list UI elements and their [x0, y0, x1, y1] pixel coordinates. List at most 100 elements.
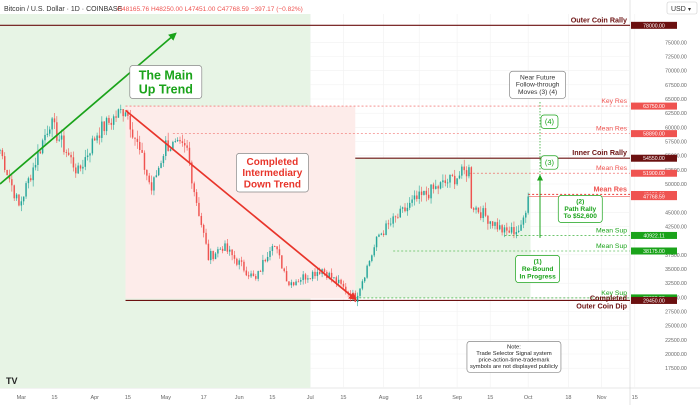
candle-body	[96, 135, 98, 141]
candle-body	[153, 177, 155, 191]
candle-body	[108, 117, 110, 123]
chevron-down-icon: ▾	[688, 7, 691, 13]
price-badge-label: 54550.00	[643, 156, 665, 162]
candle-body	[423, 190, 425, 195]
candle-body	[89, 153, 91, 156]
shaded-regions	[0, 14, 531, 388]
candle-body	[278, 249, 281, 256]
candle-body	[82, 166, 84, 169]
candle-body	[401, 207, 404, 209]
x-tick-label: Apr	[90, 395, 99, 401]
candle-body	[250, 273, 252, 277]
candle-body	[432, 184, 435, 189]
x-tick-label: Mar	[17, 395, 27, 401]
price-axis-panel[interactable]	[630, 0, 700, 405]
annotation-note: Note: Trade Selector Signal system price-a…	[466, 340, 562, 373]
candle-body	[456, 178, 458, 185]
tradingview-logo: TV	[6, 376, 18, 386]
candle-body	[437, 186, 439, 189]
candle-body	[134, 137, 136, 139]
candle-body	[451, 174, 454, 176]
candle-body	[179, 139, 181, 142]
x-tick-label: 16	[416, 395, 422, 401]
candle-body	[314, 271, 316, 277]
candle-body	[105, 117, 108, 132]
candle-body	[221, 248, 224, 251]
y-tick-label: 17500.00	[665, 366, 687, 372]
candle-body	[276, 246, 278, 250]
svg-text:(4): (4)	[545, 117, 555, 126]
candle-body	[465, 170, 468, 177]
candle-body	[385, 223, 387, 235]
level-label: Mean Sup	[596, 243, 627, 250]
candle-body	[129, 115, 131, 130]
x-tick-label: Aug	[379, 395, 389, 401]
y-tick-label: 20000.00	[665, 352, 687, 358]
price-levels: Outer Coin Rally Key Res Mean Res Inner Coi…	[0, 15, 630, 310]
candle-body	[226, 243, 229, 252]
candle-body	[94, 138, 96, 141]
candle-body	[475, 207, 477, 210]
candle-body	[522, 217, 525, 225]
candle-body	[224, 243, 226, 251]
candle-body	[470, 167, 473, 209]
candle-body	[30, 178, 32, 181]
candle-body	[503, 227, 506, 233]
y-tick-label: 45000.00	[665, 210, 687, 216]
candle-body	[22, 196, 25, 202]
candle-body	[186, 145, 188, 148]
candle-body	[337, 279, 340, 284]
price-badge-label: 78000.00	[643, 23, 665, 29]
chart-header: Bitcoin / U.S. Dollar · 1D · COINBASE O4…	[4, 6, 303, 13]
candle-body	[342, 283, 345, 287]
candle-body	[468, 167, 470, 177]
candle-body	[148, 175, 150, 183]
candle-body	[184, 142, 186, 146]
x-tick-label: May	[161, 395, 172, 401]
candle-body	[150, 182, 153, 191]
candle-body	[449, 174, 451, 183]
candle-body	[195, 192, 198, 203]
candle-body	[274, 246, 276, 247]
candle-body	[198, 202, 200, 216]
candle-body	[176, 139, 179, 142]
candle-body	[491, 221, 494, 226]
shaded-region	[125, 106, 356, 299]
candle-body	[165, 140, 167, 157]
candle-body	[394, 216, 397, 218]
price-badge	[631, 130, 677, 138]
annotation-down-trend: Completed Intermediary Down Trend	[236, 153, 309, 193]
x-tick-label: Nov	[597, 395, 607, 401]
candle-body	[392, 216, 394, 224]
y-tick-label: 67500.00	[665, 83, 687, 89]
candle-body	[525, 212, 527, 218]
candle-body	[499, 225, 501, 230]
price-badge-label: 38175.00	[643, 249, 665, 255]
candle-body	[482, 208, 484, 219]
candle-body	[517, 230, 520, 232]
candle-body	[496, 222, 499, 230]
annotation-move-4: (4)	[540, 114, 559, 129]
candle-body	[86, 155, 89, 158]
candle-body	[380, 233, 383, 235]
candle-body	[247, 275, 250, 277]
candle-body	[373, 247, 375, 256]
y-tick-label: 42500.00	[665, 225, 687, 231]
y-tick-label: 60000.00	[665, 125, 687, 131]
candle-body	[328, 272, 330, 278]
candle-body	[489, 221, 491, 224]
currency-selector[interactable]: USD ▾	[666, 1, 698, 15]
candle-body	[75, 167, 77, 174]
time-axis[interactable]: Mar 15 Apr 15 May 17 Jun 15 Jul 15 Aug 16 Sep 15 Oct 18…	[17, 395, 638, 401]
candle-body	[207, 243, 210, 261]
candle-body	[122, 109, 124, 117]
currency-label: USD	[671, 6, 686, 13]
candle-body	[110, 122, 113, 125]
candle-body	[361, 281, 364, 289]
candle-body	[212, 250, 214, 260]
price-axis[interactable]: 17500.00 20000.00 22500.00 25000.00 27500.00…	[631, 21, 687, 372]
candle-body	[18, 194, 20, 206]
